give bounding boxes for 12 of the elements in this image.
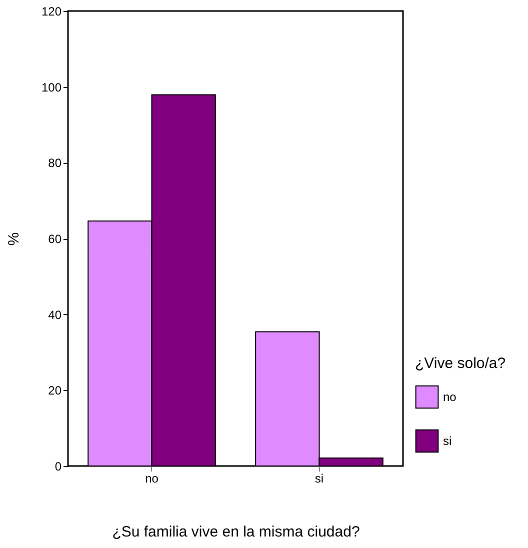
legend-label: si	[443, 434, 452, 448]
y-tick-label: 100	[41, 80, 62, 94]
y-tick-label: 0	[54, 460, 62, 474]
y-axis-title: %	[5, 232, 22, 246]
y-tick-label: 20	[48, 384, 62, 398]
y-tick-label: 60	[48, 232, 62, 246]
y-tick-label: 40	[48, 308, 62, 322]
y-tick-label: 120	[41, 4, 62, 18]
x-axis-title: ¿Su familia vive en la misma ciudad?	[112, 524, 360, 540]
legend-label: no	[443, 390, 457, 404]
legend-title: ¿Vive solo/a?	[415, 355, 506, 372]
y-tick-label: 80	[48, 156, 62, 170]
